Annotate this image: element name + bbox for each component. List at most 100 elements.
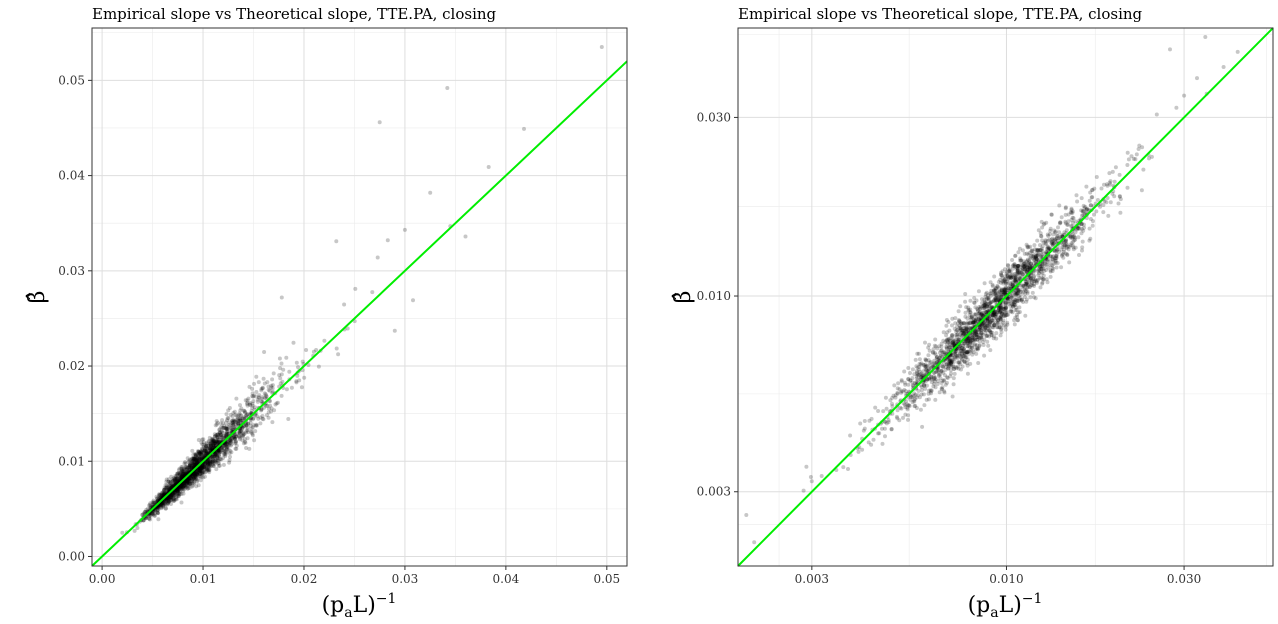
scatter-point bbox=[1066, 222, 1070, 227]
scatter-point bbox=[187, 468, 192, 473]
scatter-point bbox=[153, 508, 157, 513]
scatter-point bbox=[962, 332, 967, 337]
scatter-point bbox=[233, 440, 238, 445]
scatter-point bbox=[190, 465, 195, 470]
scatter-point bbox=[158, 502, 163, 507]
scatter-point bbox=[172, 493, 177, 498]
scatter-point bbox=[194, 471, 199, 476]
scatter-point bbox=[231, 418, 236, 423]
scatter-point bbox=[1021, 264, 1026, 269]
scatter-point bbox=[196, 459, 201, 464]
scatter-point bbox=[215, 456, 220, 461]
scatter-point bbox=[162, 487, 166, 492]
scatter-point bbox=[999, 315, 1004, 320]
scatter-point bbox=[173, 492, 178, 497]
scatter-point bbox=[906, 417, 910, 422]
scatter-point bbox=[992, 310, 997, 315]
scatter-point bbox=[192, 460, 197, 464]
scatter-point bbox=[956, 360, 960, 365]
scatter-point bbox=[154, 499, 159, 504]
scatter-point bbox=[198, 468, 203, 473]
scatter-point bbox=[197, 457, 202, 462]
scatter-point bbox=[184, 470, 189, 475]
scatter-point bbox=[190, 466, 195, 470]
scatter-point bbox=[198, 466, 203, 471]
scatter-point bbox=[215, 432, 220, 437]
scatter-point bbox=[1065, 253, 1070, 258]
scatter-point bbox=[968, 336, 973, 341]
scatter-point bbox=[952, 350, 957, 355]
scatter-point bbox=[237, 431, 242, 436]
scatter-point bbox=[251, 423, 256, 428]
scatter-point bbox=[1027, 267, 1032, 271]
scatter-point bbox=[1004, 313, 1009, 318]
scatter-point bbox=[272, 408, 277, 413]
scatter-point bbox=[973, 312, 978, 317]
scatter-point bbox=[233, 419, 238, 424]
scatter-point bbox=[1031, 277, 1036, 282]
scatter-point bbox=[1009, 295, 1014, 300]
scatter-point bbox=[228, 438, 233, 443]
scatter-point bbox=[207, 439, 212, 444]
scatter-point bbox=[210, 437, 215, 442]
scatter-point bbox=[207, 462, 212, 466]
scatter-point bbox=[990, 312, 995, 317]
scatter-point bbox=[204, 465, 209, 470]
scatter-point bbox=[1102, 182, 1106, 187]
scatter-point bbox=[174, 478, 179, 483]
scatter-point bbox=[964, 322, 969, 326]
scatter-point bbox=[158, 492, 163, 497]
scatter-point bbox=[933, 337, 938, 342]
scatter-point bbox=[262, 381, 267, 386]
scatter-point bbox=[929, 365, 934, 370]
scatter-point bbox=[1012, 322, 1017, 327]
scatter-point bbox=[1090, 195, 1095, 200]
scatter-point bbox=[1002, 277, 1007, 282]
scatter-point bbox=[216, 449, 221, 454]
scatter-point bbox=[1021, 272, 1025, 277]
scatter-point bbox=[245, 436, 250, 441]
scatter-point bbox=[277, 356, 282, 361]
scatter-point bbox=[182, 468, 187, 472]
scatter-point bbox=[171, 493, 176, 498]
scatter-point bbox=[156, 495, 161, 500]
scatter-point bbox=[180, 484, 184, 489]
scatter-point bbox=[1077, 253, 1081, 257]
scatter-point bbox=[990, 330, 995, 335]
scatter-point bbox=[197, 466, 202, 471]
scatter-point bbox=[1079, 231, 1084, 236]
scatter-point bbox=[235, 415, 240, 420]
scatter-point bbox=[181, 488, 186, 493]
scatter-point bbox=[245, 411, 250, 416]
scatter-point bbox=[923, 362, 928, 367]
scatter-point bbox=[227, 443, 232, 448]
scatter-point bbox=[294, 379, 299, 384]
scatter-point bbox=[1021, 300, 1026, 304]
scatter-point bbox=[164, 497, 169, 502]
scatter-point bbox=[922, 373, 927, 377]
scatter-point bbox=[910, 376, 915, 381]
scatter-point bbox=[244, 421, 249, 426]
scatter-point bbox=[192, 462, 197, 467]
scatter-point bbox=[1036, 228, 1041, 233]
scatter-point bbox=[992, 323, 997, 328]
scatter-point bbox=[998, 305, 1003, 310]
scatter-point bbox=[937, 390, 942, 395]
scatter-point bbox=[377, 120, 382, 125]
left-gridlines bbox=[92, 28, 627, 566]
scatter-point bbox=[193, 473, 198, 478]
scatter-point bbox=[177, 492, 181, 497]
scatter-point bbox=[192, 476, 197, 481]
scatter-point bbox=[199, 471, 204, 476]
scatter-point bbox=[1045, 259, 1050, 264]
scatter-point bbox=[987, 325, 992, 330]
scatter-point bbox=[201, 437, 206, 442]
scatter-point bbox=[188, 468, 193, 473]
scatter-point bbox=[1112, 194, 1117, 199]
scatter-point bbox=[1059, 265, 1064, 270]
scatter-point bbox=[912, 391, 916, 396]
scatter-point bbox=[202, 463, 207, 468]
scatter-point bbox=[199, 466, 204, 471]
scatter-point bbox=[242, 437, 247, 441]
scatter-point bbox=[1015, 291, 1020, 296]
